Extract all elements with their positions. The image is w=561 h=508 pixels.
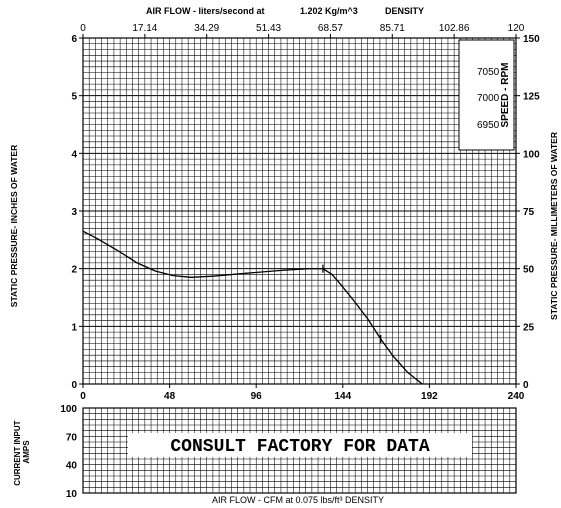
top-tick-label: 68.57 [318, 23, 343, 34]
top-tick-label: 102.86 [439, 23, 470, 34]
consult-factory-note: CONSULT FACTORY FOR DATA [170, 437, 429, 457]
speed-axis-label: SPEED - RPM [500, 62, 511, 127]
speed-value-7050: 7050 [477, 67, 500, 78]
performance-curve [82, 230, 423, 385]
bottom-axis-label: AIR FLOW - CFM at 0.075 lbs/ft³ DENSITY [212, 495, 384, 505]
main-axis-ticks [79, 34, 520, 388]
y-tick-label: 5 [71, 92, 77, 103]
y-tick-label: 4 [71, 149, 77, 160]
top-tick-label: 85.71 [380, 23, 405, 34]
left-axis-label: STATIC PRESSURE- INCHES OF WATER [9, 145, 19, 307]
top-tick-label: 120 [508, 23, 525, 34]
y2-tick-label: 125 [523, 92, 540, 103]
top-tick-label: 17.14 [132, 23, 157, 34]
y-tick-label: 0 [71, 380, 77, 391]
y2-tick-label: 25 [523, 322, 535, 333]
top-tick-label: 0 [80, 23, 86, 34]
y-tick-label: 2 [71, 265, 77, 276]
consult-note-backdrop [128, 433, 472, 457]
y2-tick-label: 100 [523, 149, 540, 160]
x-tick-label: 0 [80, 391, 86, 402]
amps-tick-label: 10 [66, 489, 78, 500]
top-axis-density-label: DENSITY [385, 6, 424, 16]
amps-tick-label: 70 [66, 432, 78, 443]
right-axis-label: STATIC PRESSURE- MILLIMETERS OF WATER [549, 132, 559, 320]
y-tick-label: 6 [71, 34, 77, 45]
curve-markers [322, 264, 382, 344]
x-tick-label: 192 [421, 391, 438, 402]
y2-tick-label: 150 [523, 34, 540, 45]
y2-tick-label: 0 [523, 380, 529, 391]
x-tick-label: 48 [164, 391, 176, 402]
x-tick-label: 96 [251, 391, 263, 402]
amps-tick-label: 100 [60, 404, 77, 415]
y2-tick-label: 75 [523, 207, 535, 218]
amps-axis-labels: 10 40 70 100 [60, 404, 77, 500]
speed-value-6950: 6950 [477, 120, 500, 131]
y-tick-label: 1 [71, 322, 77, 333]
x-tick-label: 240 [508, 391, 525, 402]
top-axis-density-value: 1.202 Kg/m^3 [300, 6, 358, 16]
y2-tick-label: 50 [523, 265, 535, 276]
amps-tick-label: 40 [66, 461, 78, 472]
top-tick-label: 51.43 [256, 23, 281, 34]
top-tick-label: 34.29 [194, 23, 219, 34]
speed-value-7000: 7000 [477, 93, 500, 104]
amps-axis-label: CURRENT INPUT AMPS [13, 418, 31, 486]
x-tick-label: 144 [334, 391, 351, 402]
speed-rpm-box [458, 39, 515, 151]
top-axis-label: AIR FLOW - liters/second at [146, 6, 265, 16]
main-plot-grid [82, 37, 517, 385]
y-tick-label: 3 [71, 207, 77, 218]
